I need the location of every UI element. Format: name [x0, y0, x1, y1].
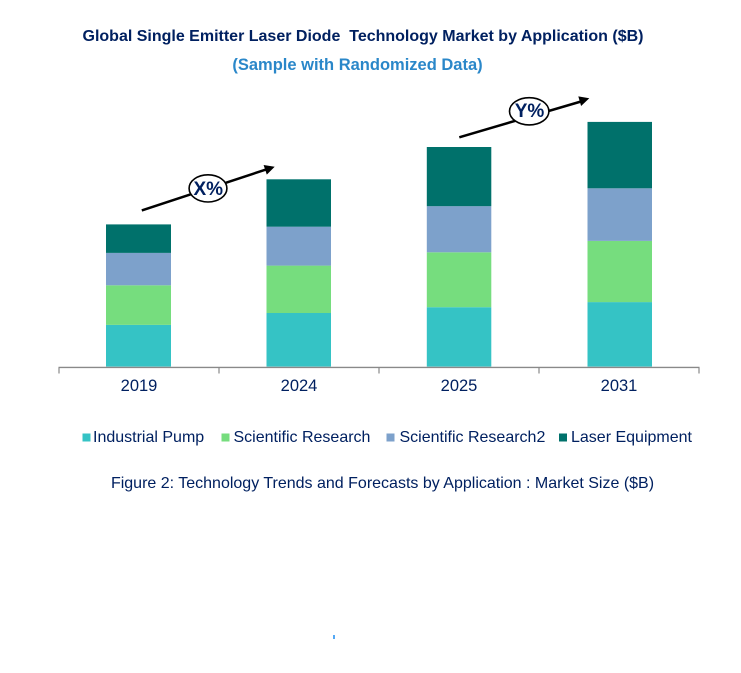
svg-text:X%: X% — [194, 179, 224, 200]
svg-text:Y%: Y% — [515, 101, 545, 122]
